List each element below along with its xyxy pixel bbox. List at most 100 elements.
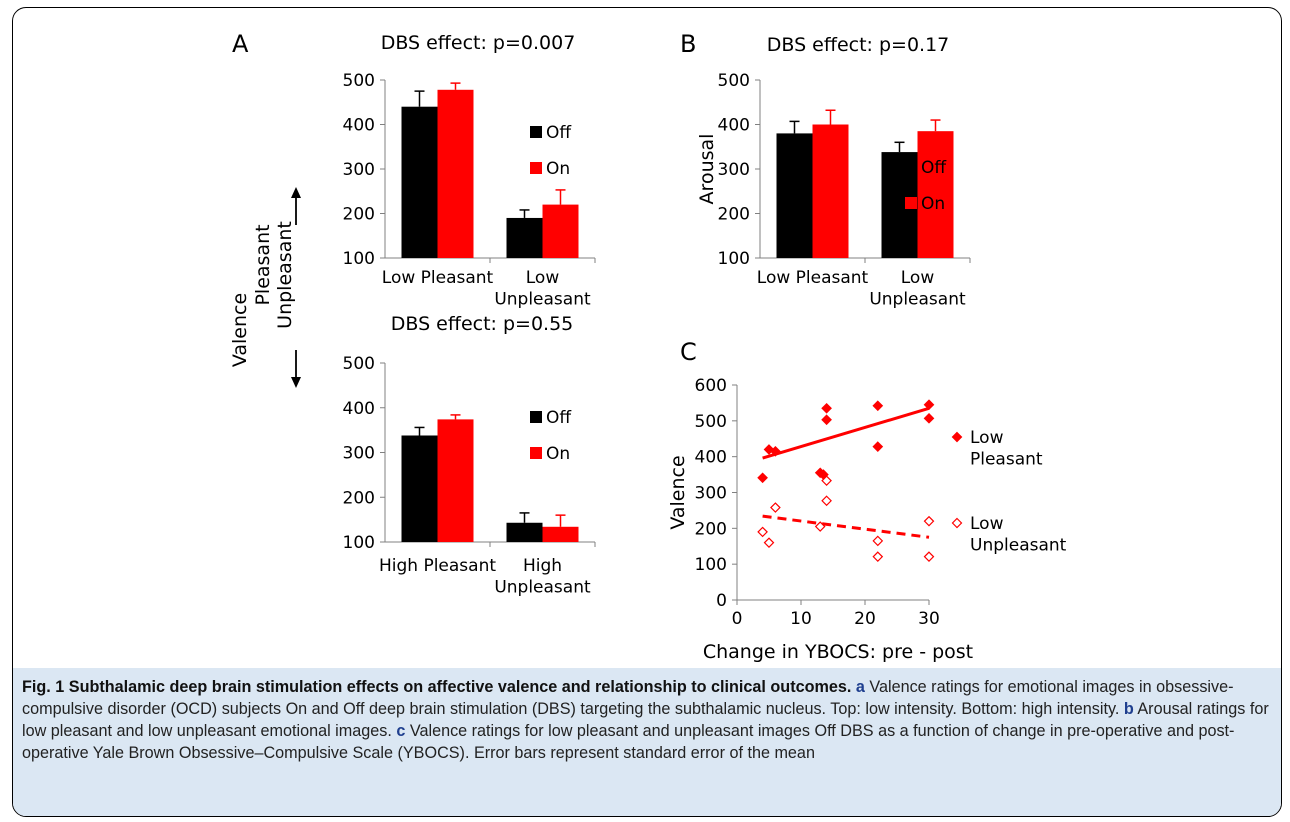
- y-tick-label-b: 500: [718, 71, 750, 91]
- legend-label-b: On: [921, 194, 945, 214]
- caption-title: Subthalamic deep brain stimulation effec…: [68, 678, 852, 696]
- legend-label-c-unpleasant-line: Unpleasant: [970, 535, 1067, 555]
- scatter-point-pleasant: [821, 414, 832, 426]
- legend-label-a-top: Off: [546, 123, 572, 143]
- category-label-b: Low Pleasant: [757, 268, 869, 288]
- scatter-point-unpleasant: [821, 475, 832, 487]
- trendline-unpleasant: [762, 514, 930, 539]
- bar-a-bottom-on: [437, 419, 474, 542]
- scatter-point-unpleasant: [821, 495, 832, 507]
- bar-a-bottom-off: [506, 522, 543, 542]
- panel-letter-b: B: [680, 30, 696, 58]
- category-label-a-bottom: High Unpleasant: [494, 556, 591, 597]
- legend-swatch-a-bottom-off: [530, 411, 542, 423]
- unpleasant-label: Unpleasant: [274, 221, 296, 329]
- legend-label-c-pleasant: Low Pleasant: [970, 428, 1043, 469]
- legend-swatch-b-off: [905, 161, 917, 173]
- chart-a-top: DBS effect: p=0.007 100 200 300 400 500 Low Pl…: [343, 32, 596, 309]
- chart-title-a-bottom: DBS effect: p=0.55: [391, 313, 574, 335]
- bar-b-on: [812, 124, 849, 258]
- scatter-point-unpleasant: [757, 526, 768, 538]
- y-tick-label-c: 200: [695, 519, 727, 539]
- legend-label-c-unpleasant-line: Low: [970, 514, 1004, 534]
- category-label-b-line: Unpleasant: [869, 289, 966, 309]
- legend-swatch-a-top-off: [530, 126, 542, 138]
- legend-label-c-pleasant-line: Pleasant: [970, 449, 1043, 469]
- scatter-point-unpleasant: [872, 551, 884, 562]
- valence-label: Valence: [229, 293, 251, 367]
- category-label-a-bottom-line: High: [523, 556, 562, 576]
- category-label-a-bottom-line: Unpleasant: [494, 577, 591, 597]
- chart-title-b: DBS effect: p=0.17: [767, 34, 950, 56]
- y-tick-label-c: 500: [695, 412, 727, 432]
- y-tick-label-b: 300: [718, 160, 750, 180]
- y-tick-label-c: 300: [695, 484, 727, 504]
- legend-label-c-unpleasant: Low Unpleasant: [970, 514, 1067, 555]
- scatter-point-pleasant: [757, 472, 768, 484]
- legend-swatch-a-bottom-on: [530, 447, 542, 459]
- down-arrowhead-icon: [291, 377, 301, 388]
- figure-caption: Fig. 1 Subthalamic deep brain stimulatio…: [22, 676, 1272, 764]
- category-label-a-top: Low Unpleasant: [494, 268, 591, 309]
- figure-frame: [12, 7, 1282, 817]
- y-tick-label-c: 0: [716, 591, 727, 611]
- legend-swatch-a-top-on: [530, 162, 542, 174]
- caption-background: [13, 668, 1281, 816]
- category-label-a-bottom: High Pleasant: [379, 556, 496, 576]
- y-tick-label-c: 400: [695, 448, 727, 468]
- legend-label-a-bottom: On: [546, 444, 570, 464]
- trendline-pleasant: [762, 406, 930, 460]
- category-label-a-top: Low Pleasant: [382, 268, 494, 288]
- scatter-point-unpleasant: [763, 537, 775, 549]
- y-tick-label-a-top: 200: [343, 205, 375, 225]
- legend-label-a-top: On: [546, 159, 570, 179]
- scatter-point-unpleasant: [923, 551, 935, 562]
- y-tick-label-c: 600: [695, 376, 727, 396]
- legend-marker-c-unpleasant: [951, 517, 963, 529]
- up-arrowhead-icon: [291, 187, 301, 198]
- valence-axis-annotation: Valence Pleasant Unpleasant: [229, 187, 301, 388]
- x-axis-label-c: Change in YBOCS: pre - post: [703, 641, 973, 663]
- caption-c-text: Valence ratings for low pleasant and unp…: [22, 722, 1235, 762]
- bar-b-off: [776, 133, 813, 258]
- caption-c-letter: c: [396, 722, 406, 740]
- scatter-point-unpleasant: [923, 515, 935, 527]
- y-tick-label-a-top: 300: [343, 160, 375, 180]
- legend-marker-c-pleasant: [951, 431, 963, 443]
- scatter-point-pleasant: [872, 441, 884, 452]
- bar-a-bottom-off: [401, 435, 438, 542]
- caption-a-text: Valence ratings for emotional images in …: [22, 678, 1234, 718]
- y-tick-label-a-top: 100: [343, 249, 375, 269]
- panel-letter-c: C: [680, 338, 697, 366]
- bar-a-top-on: [542, 204, 579, 258]
- x-tick-label-c: 30: [918, 609, 940, 629]
- caption-b-text: Arousal ratings for low pleasant and low…: [22, 700, 1269, 740]
- scatter-point-unpleasant: [770, 502, 781, 513]
- scatter-point-pleasant: [872, 400, 884, 412]
- y-tick-label-b: 100: [718, 249, 750, 269]
- panel-letter-a: A: [232, 30, 249, 58]
- caption-b-letter: b: [1123, 700, 1134, 718]
- y-tick-label-a-bottom: 500: [343, 354, 375, 374]
- pleasant-label: Pleasant: [252, 224, 274, 305]
- chart-c: 0 100 200 300 400 500 600 0 10 20 30 Valence Change …: [667, 376, 1067, 663]
- chart-title-a-top: DBS effect: p=0.007: [381, 32, 576, 54]
- category-label-b: Low Unpleasant: [869, 268, 966, 309]
- caption-a-letter: a: [855, 678, 865, 696]
- y-tick-label-a-bottom: 100: [343, 533, 375, 553]
- scatter-point-unpleasant: [872, 535, 884, 547]
- category-label-b-line: Low: [901, 268, 935, 288]
- category-label-a-top-line: Low: [526, 268, 560, 288]
- y-tick-label-b: 200: [718, 205, 750, 225]
- scatter-point-pleasant: [923, 399, 935, 411]
- caption-label: Fig. 1: [22, 678, 65, 696]
- y-tick-label-a-bottom: 200: [343, 488, 375, 508]
- y-axis-label-b: Arousal: [696, 134, 718, 205]
- y-tick-label-a-bottom: 300: [343, 444, 375, 464]
- category-label-a-top-line: Unpleasant: [494, 289, 591, 309]
- y-tick-label-c: 100: [695, 555, 727, 575]
- bar-a-top-off: [506, 217, 543, 258]
- bar-a-top-off: [401, 106, 438, 258]
- x-tick-label-c: 0: [732, 609, 743, 629]
- y-tick-label-a-bottom: 400: [343, 399, 375, 419]
